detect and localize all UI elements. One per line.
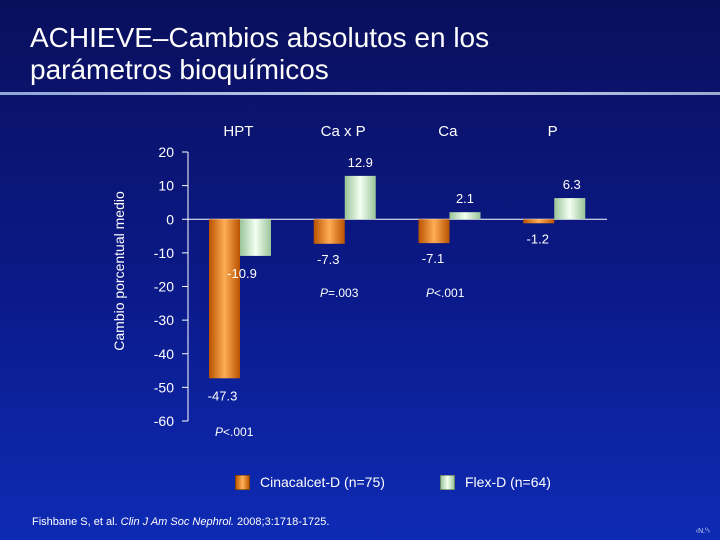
legend-item-flexd: Flex-D (n=64): [440, 474, 551, 490]
bar-flexd: [449, 212, 481, 220]
y-axis-title: Cambio porcentual medio: [111, 191, 127, 351]
bar-flexd: [344, 175, 376, 220]
data-label: 6.3: [563, 177, 581, 192]
data-label: 2.1: [456, 191, 474, 206]
citation-journal: Clin J Am Soc Nephrol.: [120, 516, 234, 528]
p-value-label: P<.001: [215, 425, 254, 439]
category-label: P: [548, 123, 558, 140]
y-tick-label: 20: [158, 144, 174, 160]
legend-label-cinacalcet: Cinacalcet-D (n=75): [260, 474, 385, 490]
category-label: Ca x P: [321, 123, 366, 140]
chart-legend: Cinacalcet-D (n=75) Flex-D (n=64): [0, 474, 720, 494]
y-tick-label: -30: [154, 312, 174, 328]
y-tick-label: -40: [154, 346, 174, 362]
data-label: -47.3: [208, 388, 238, 403]
y-tick-label: 0: [166, 211, 174, 227]
y-tick-label: -20: [154, 279, 174, 295]
bar-cinacalcet: [523, 219, 555, 224]
legend-swatch-orange: [235, 474, 250, 490]
bar-cinacalcet: [418, 219, 450, 244]
citation-rest: 2008;3:1718-1725.: [237, 516, 330, 528]
bar-flexd: [554, 198, 586, 220]
bar-cinacalcet: [209, 219, 240, 379]
citation-authors: Fishbane S, et al.: [32, 516, 118, 528]
legend-label-flexd: Flex-D (n=64): [465, 474, 551, 490]
title-line-1: ACHIEVE–Cambios absolutos en los: [30, 22, 490, 53]
data-label: -1.2: [527, 231, 549, 246]
bar-flexd: [240, 219, 271, 256]
data-label: -7.3: [317, 252, 339, 267]
title-divider: [0, 92, 720, 95]
citation: Fishbane S, et al. Clin J Am Soc Nephrol…: [32, 516, 329, 528]
data-label: -7.1: [422, 251, 444, 266]
data-label: -10.9: [227, 266, 257, 281]
p-value-label: P<.001: [426, 286, 465, 300]
y-tick-label: 10: [158, 178, 174, 194]
title-line-2: parámetros bioquímicos: [30, 54, 329, 85]
bar-chart: 20 10 0 -10 -20 -30 -40 -50 -60 Cambio porcentual…: [111, 123, 586, 439]
y-tick-label: -10: [154, 245, 174, 261]
bar-cinacalcet: [313, 219, 345, 244]
legend-item-cinacalcet: Cinacalcet-D (n=75): [235, 474, 385, 490]
slide-number: ‹N.º›: [695, 528, 710, 535]
category-label: HPT: [223, 123, 253, 140]
y-tick-label: -60: [154, 413, 174, 429]
data-label: 12.9: [348, 155, 373, 170]
category-label: Ca: [438, 123, 458, 140]
legend-swatch-green: [440, 474, 455, 490]
p-value-label: P=.003: [320, 286, 359, 300]
y-tick-label: -50: [154, 379, 174, 395]
slide-title: ACHIEVE–Cambios absolutos en los parámet…: [30, 22, 489, 86]
